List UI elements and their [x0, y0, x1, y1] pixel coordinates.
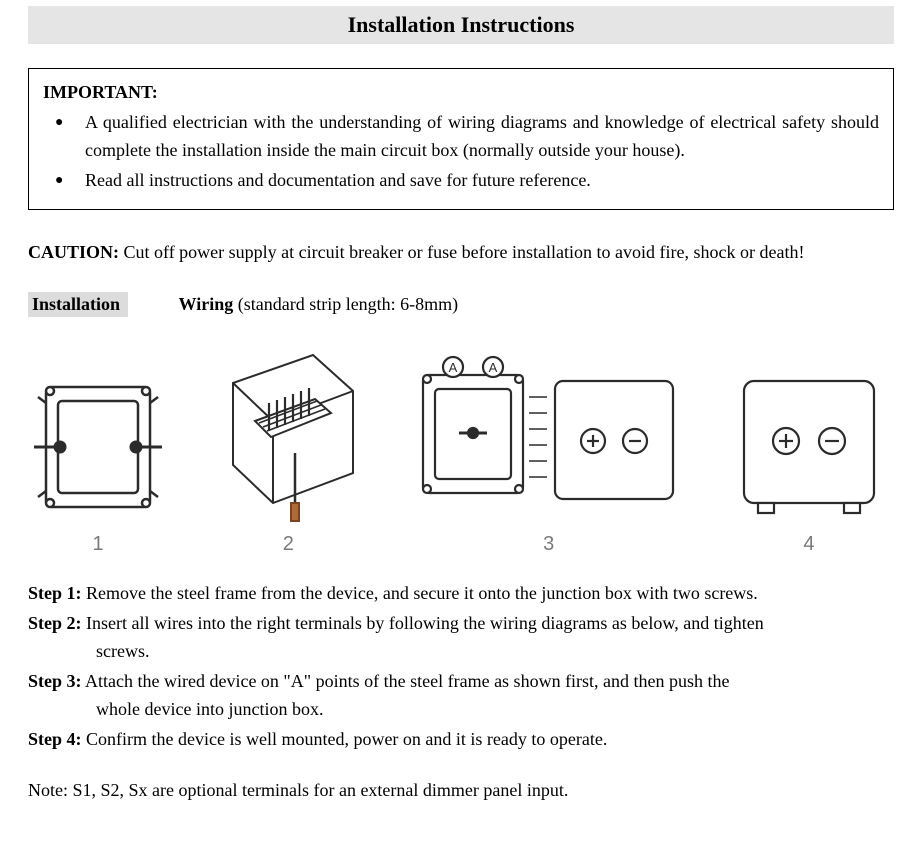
step-cont: whole device into junction box.	[28, 696, 894, 724]
diagram-label: 1	[28, 533, 168, 556]
step-text: Insert all wires into the right terminal…	[82, 613, 764, 633]
attach-icon: A A	[409, 353, 689, 523]
important-heading: IMPORTANT:	[43, 82, 158, 102]
diagram-2: 2	[203, 343, 373, 556]
step-cont: screws.	[28, 638, 894, 666]
step-label: Step 2:	[28, 613, 82, 633]
caution-label: CAUTION:	[28, 242, 119, 262]
step-1: Step 1: Remove the steel frame from the …	[28, 580, 894, 608]
svg-text:A: A	[448, 360, 457, 375]
important-box: IMPORTANT: A qualified electrician with …	[28, 68, 894, 210]
step-label: Step 3:	[28, 671, 82, 691]
step-text: Confirm the device is well mounted, powe…	[82, 729, 608, 749]
footnote: Note: S1, S2, Sx are optional terminals …	[28, 780, 894, 801]
steps-block: Step 1: Remove the steel frame from the …	[28, 580, 894, 753]
mounted-icon	[724, 363, 894, 523]
step-label: Step 1:	[28, 583, 82, 603]
step-text: Attach the wired device on "A" points of…	[82, 671, 730, 691]
diagram-row: 1	[28, 343, 894, 556]
installation-tag: Installation	[28, 292, 128, 317]
step-text: Remove the steel frame from the device, …	[82, 583, 758, 603]
section-row: Installation Wiring (standard strip leng…	[28, 292, 894, 317]
step-label: Step 4:	[28, 729, 82, 749]
svg-text:A: A	[488, 360, 497, 375]
step-2: Step 2: Insert all wires into the right …	[28, 610, 894, 666]
step-3: Step 3: Attach the wired device on "A" p…	[28, 668, 894, 724]
important-bullet: A qualified electrician with the underst…	[85, 109, 879, 165]
diagram-label: 3	[409, 533, 689, 556]
wiring-label: Wiring	[179, 294, 234, 314]
diagram-3: A A	[409, 353, 689, 556]
important-bullet: Read all instructions and documentation …	[85, 167, 879, 195]
diagram-label: 4	[724, 533, 894, 556]
wiring-note: (standard strip length: 6-8mm)	[233, 294, 458, 314]
wiring-icon	[203, 343, 373, 523]
caution-paragraph: CAUTION: Cut off power supply at circuit…	[28, 238, 894, 267]
diagram-4: 4	[724, 363, 894, 556]
caution-text: Cut off power supply at circuit breaker …	[119, 242, 804, 262]
diagram-label: 2	[203, 533, 373, 556]
page-title: Installation Instructions	[28, 6, 894, 44]
step-4: Step 4: Confirm the device is well mount…	[28, 726, 894, 754]
diagram-1: 1	[28, 373, 168, 556]
frame-icon	[28, 373, 168, 523]
